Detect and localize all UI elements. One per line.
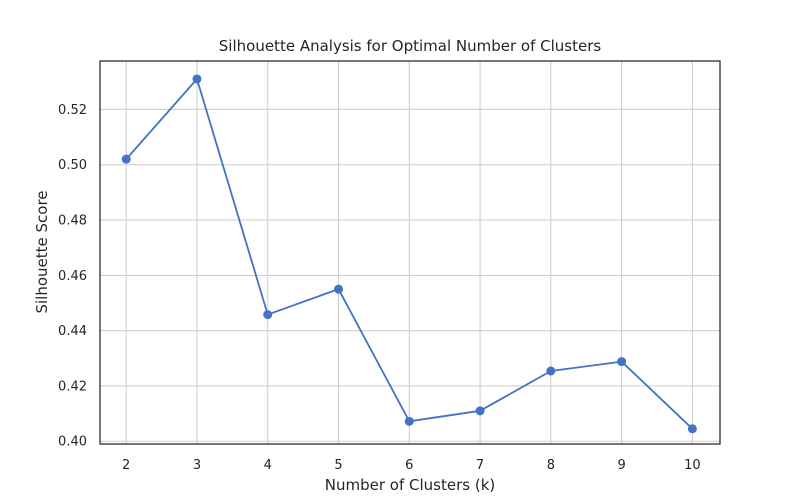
grid <box>100 61 720 444</box>
data-point <box>476 406 485 415</box>
plot-frame <box>100 61 720 444</box>
y-tick-label: 0.42 <box>58 379 87 394</box>
data-point <box>334 285 343 294</box>
data-point <box>546 366 555 375</box>
data-point <box>122 155 131 164</box>
x-tick-label: 2 <box>122 458 130 473</box>
x-tick-label: 8 <box>547 458 555 473</box>
x-tick-label: 6 <box>405 458 413 473</box>
x-tick-label: 7 <box>476 458 484 473</box>
data-point <box>617 357 626 366</box>
y-axis-title: Silhouette Score <box>33 190 51 313</box>
x-tick-label: 3 <box>193 458 201 473</box>
x-tick-label: 9 <box>617 458 625 473</box>
y-tick-label: 0.48 <box>58 214 87 229</box>
y-tick-label: 0.52 <box>58 103 87 118</box>
data-point <box>192 74 201 83</box>
y-tick-label: 0.46 <box>58 269 87 284</box>
x-tick-label: 10 <box>684 458 701 473</box>
y-tick-label: 0.44 <box>58 324 87 339</box>
y-tick-label: 0.50 <box>58 158 87 173</box>
x-axis-title: Number of Clusters (k) <box>325 476 495 494</box>
data-point <box>405 417 414 426</box>
chart-title: Silhouette Analysis for Optimal Number o… <box>219 37 602 55</box>
y-tick-label: 0.40 <box>58 435 87 450</box>
x-tick-label: 5 <box>334 458 342 473</box>
data-point <box>263 310 272 319</box>
data-point <box>688 424 697 433</box>
x-tick-label: 4 <box>264 458 272 473</box>
